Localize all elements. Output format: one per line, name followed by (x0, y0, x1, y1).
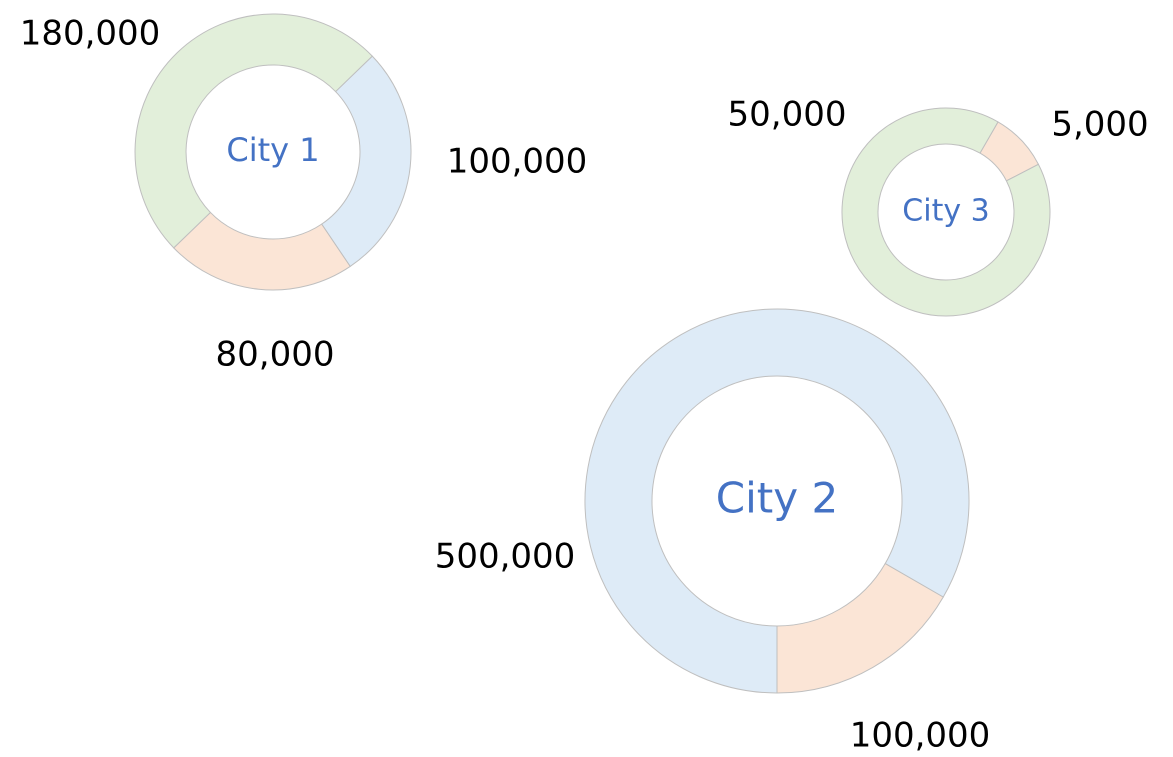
value-label: 100,000 (850, 716, 991, 756)
donut-title: City 3 (902, 194, 989, 229)
value-label: 5,000 (1051, 105, 1148, 145)
donut-title: City 2 (716, 474, 838, 523)
value-label: 50,000 (728, 95, 847, 135)
donut-title: City 1 (226, 131, 319, 169)
value-label: 180,000 (20, 14, 161, 54)
donut-segment (584, 308, 970, 694)
value-label: 100,000 (447, 142, 588, 182)
donut-segment (134, 13, 373, 249)
donut-segment (841, 107, 1051, 317)
value-label: 500,000 (435, 537, 576, 577)
value-label: 80,000 (216, 335, 335, 375)
donut-segment (320, 55, 412, 268)
